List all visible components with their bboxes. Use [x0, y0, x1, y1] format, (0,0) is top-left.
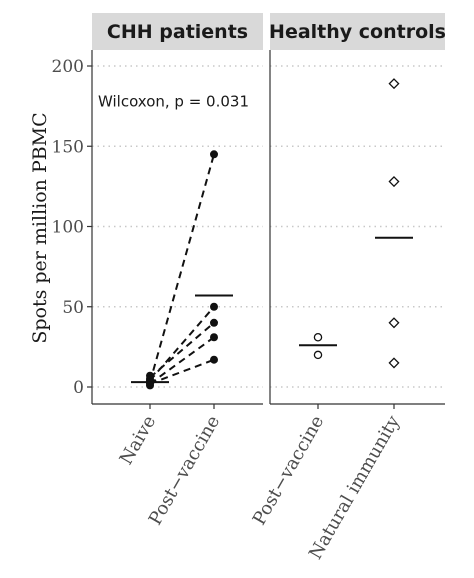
data-point — [210, 318, 218, 327]
paired-line — [149, 322, 215, 379]
data-point — [388, 78, 400, 90]
x-tick-label: Post−vaccine — [249, 412, 329, 529]
data-point — [313, 350, 323, 360]
data-point — [388, 176, 400, 188]
data-point — [210, 333, 218, 342]
y-tick-label: 150 — [52, 137, 84, 157]
y-tick-label: 0 — [73, 378, 84, 398]
paired-line — [149, 154, 215, 383]
paired-line — [149, 336, 215, 385]
data-point — [210, 302, 218, 311]
x-tick-label: Naive — [116, 412, 161, 468]
y-tick-label: 100 — [52, 218, 84, 238]
data-point — [210, 150, 218, 159]
data-point — [210, 355, 218, 364]
x-tick-label: Post−vaccine — [145, 412, 225, 529]
y-tick-label: 200 — [52, 57, 84, 77]
panel-strip — [270, 13, 445, 50]
data-point — [313, 332, 323, 342]
paired-line — [149, 358, 215, 385]
y-axis-title: Spots per million PBMC — [29, 112, 51, 343]
data-point — [388, 357, 400, 369]
panel-title: CHH patients — [107, 21, 248, 43]
data-point — [146, 381, 154, 390]
data-point — [388, 317, 400, 329]
stat-annotation: Wilcoxon, p = 0.031 — [98, 92, 249, 110]
y-tick-label: 50 — [62, 298, 84, 318]
panel-strip — [92, 13, 263, 50]
panel-title: Healthy controls — [269, 21, 446, 43]
